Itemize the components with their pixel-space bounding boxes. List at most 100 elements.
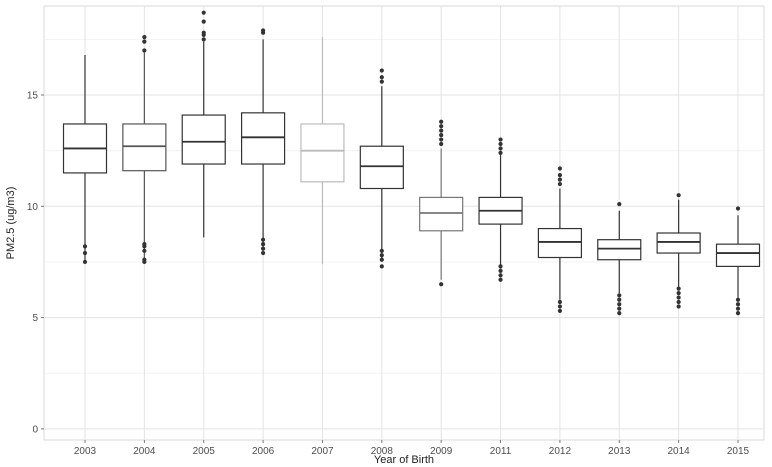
outlier-point [617,311,622,316]
x-tick-label: 2012 [549,446,572,457]
x-axis-title: Year of Birth [374,454,434,466]
box-iqr [537,227,583,259]
x-tick-label: 2008 [371,446,394,457]
outlier-point [142,48,147,53]
outlier-point [676,295,681,300]
outlier-point [439,137,444,142]
x-tick-label: 2005 [193,446,216,457]
outlier-point [82,244,88,249]
outlier-point [557,299,563,305]
outlier-point [201,10,206,15]
outlier-point [142,248,147,253]
outlier-point [260,28,266,33]
box-iqr [122,123,167,172]
outlier-point [557,166,563,171]
box-2012 [537,166,583,314]
outlier-point [735,297,741,302]
outlier-point [379,257,384,262]
y-tick-label: 15 [27,91,39,102]
outlier-point [379,79,384,84]
box-iqr [419,196,464,232]
outlier-point [142,257,147,262]
box-2005 [181,10,226,238]
x-tick-label: 2004 [133,446,156,457]
outlier-point [617,201,622,207]
x-tick-label: 2011 [490,446,512,457]
outlier-point [676,286,681,291]
box-iqr [240,112,286,165]
outlier-point [379,75,384,80]
outlier-point [142,39,147,44]
box-iqr [359,145,404,190]
outlier-point [735,311,741,316]
box-2014 [656,193,701,309]
outlier-point [201,37,206,42]
outlier-point [379,264,384,269]
outlier-point [735,302,741,307]
box-iqr [300,123,345,183]
box-iqr [656,232,701,254]
box-2003 [62,54,108,265]
outlier-point [379,253,384,258]
box-2007 [300,37,345,265]
outlier-point [676,291,681,296]
x-tick-label: 2009 [430,446,453,457]
outlier-point [498,141,503,147]
box-2011 [478,137,523,282]
outlier-point [557,173,563,178]
box-2013 [597,201,642,316]
outlier-point [617,293,622,298]
x-axis-ticks: 2003 2004 2005 2006 2007 2008 2009 2011 2012 2013… [74,440,750,457]
x-tick-label: 2014 [668,446,691,457]
outlier-point [260,237,266,242]
outlier-point [439,119,444,124]
box-2006 [240,28,286,256]
box-2015 [715,206,761,316]
outlier-point [735,306,741,311]
outlier-point [617,306,622,311]
outlier-point [379,248,384,253]
outlier-point [557,304,563,309]
box-iqr [597,239,642,261]
outlier-point [82,250,88,256]
plot-panel [43,5,765,441]
y-tick-label: 0 [32,424,38,435]
y-tick-label: 5 [32,313,38,324]
outlier-point [498,150,503,155]
box-series [62,10,761,316]
box-2009 [419,119,464,287]
outlier-point [735,206,741,211]
outlier-point [498,264,503,269]
outlier-point [676,193,681,198]
y-axis-title: PM2.5 (ug/m3) [5,187,17,260]
outlier-point [82,259,88,265]
outlier-point [617,297,622,302]
outlier-point [260,242,266,247]
outlier-point [557,177,563,182]
outlier-point [498,137,503,142]
outlier-point [617,302,622,307]
outlier-point [201,19,206,24]
outlier-point [439,282,444,287]
x-tick-label: 2013 [608,446,631,457]
box-2008 [359,68,404,269]
outlier-point [498,273,503,278]
box-iqr [181,114,226,165]
outlier-point [676,304,681,309]
box-iqr [715,243,761,267]
y-axis-ticks: 0 5 10 15 [27,91,44,435]
outlier-point [439,132,444,138]
x-tick-label: 2007 [311,446,334,457]
outlier-point [498,268,503,273]
x-tick-label: 2015 [727,446,750,457]
x-tick-label: 2003 [74,446,97,457]
outlier-point [142,242,147,247]
box-2004 [122,35,167,265]
outlier-point [439,124,444,129]
outlier-point [201,30,206,35]
outlier-point [498,146,503,151]
outlier-point [142,35,147,40]
outlier-point [260,250,266,256]
outlier-point [439,141,444,147]
